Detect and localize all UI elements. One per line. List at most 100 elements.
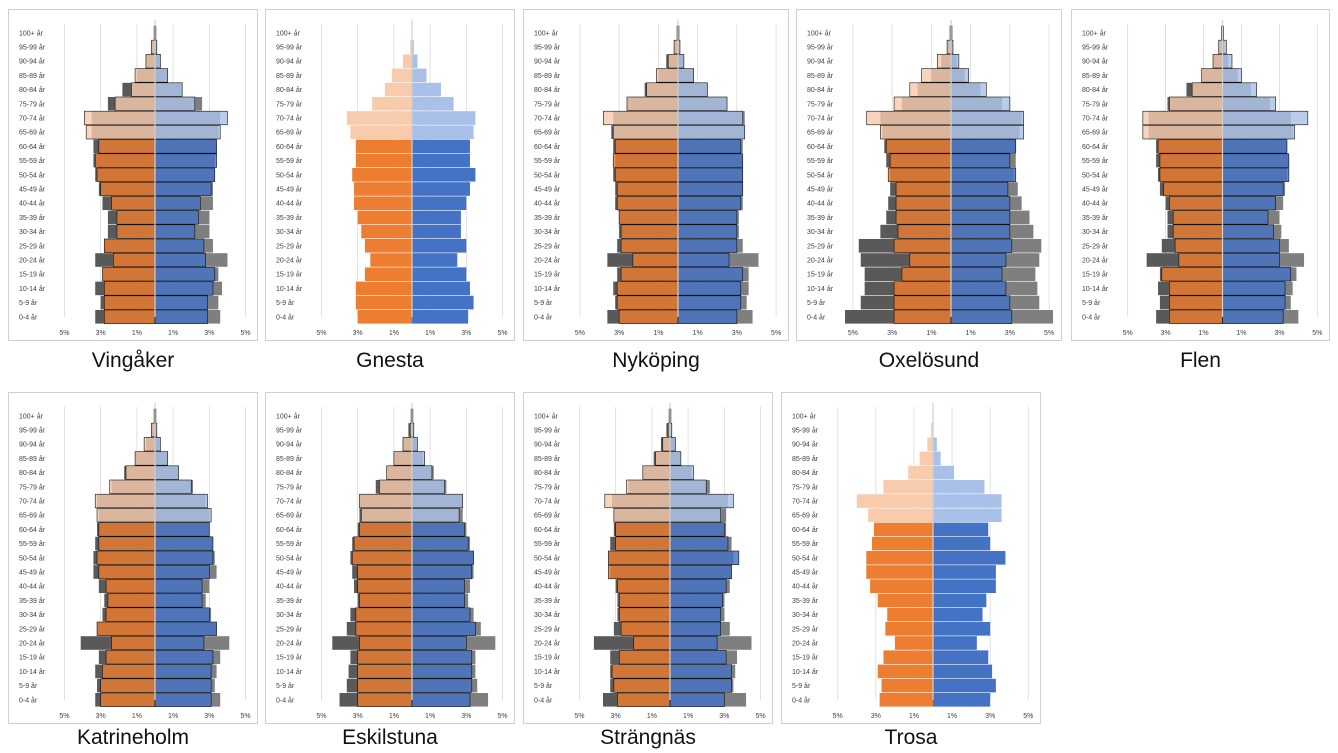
age-tick-label: 20-24 år	[19, 257, 46, 265]
female-bar	[96, 621, 156, 636]
female-bar	[866, 551, 933, 565]
male-bar	[412, 111, 476, 125]
age-tick-label: 80-84 år	[792, 469, 819, 477]
male-bar	[154, 451, 168, 466]
chart-frame: 0-4 år 5-9 år 10-14 år 15-19 år 20-24 år 25-2…	[8, 9, 258, 341]
pyramid-panel: 0-4 år 5-9 år 10-14 år 15-19 år 20-24 år 25-2…	[8, 9, 258, 372]
female-bar	[357, 664, 413, 679]
age-tick-label: 35-39 år	[1082, 214, 1109, 222]
female-bar	[357, 678, 413, 693]
chart-frame: 0-4 år 5-9 år 10-14 år 15-19 år 20-24 år 25-2…	[796, 9, 1062, 341]
male-bar	[154, 635, 205, 651]
male-bar	[154, 267, 216, 282]
female-bar	[103, 295, 156, 310]
x-tick-label: 5%	[498, 713, 508, 720]
female-bar	[96, 550, 156, 565]
male-bar	[154, 664, 212, 679]
x-tick-label: 5%	[756, 713, 766, 720]
pyramid-panel: 0-4 år 5-9 år 10-14 år 15-19 år 20-24 år 25-2…	[796, 9, 1062, 372]
male-bar	[933, 536, 991, 551]
male-bar	[412, 310, 469, 324]
municipality-name: Vingåker	[91, 349, 175, 372]
x-tick-label: 1%	[966, 330, 976, 337]
age-tick-label: 55-59 år	[19, 540, 46, 548]
male-bar	[1222, 238, 1280, 253]
female-bar	[921, 68, 952, 83]
male-bar	[154, 238, 205, 253]
female-bar	[895, 181, 952, 197]
male-bar	[154, 167, 216, 182]
x-tick-label: 5%	[1123, 330, 1133, 337]
age-tick-label: 85-89 år	[534, 455, 561, 463]
male-bar	[677, 153, 744, 168]
age-tick-label: 10-14 år	[276, 285, 303, 293]
female-bar	[350, 125, 412, 139]
age-tick-label: 45-49 år	[534, 569, 561, 577]
x-tick-label: 3%	[204, 330, 214, 337]
female-bar	[868, 508, 933, 522]
male-bar	[1222, 224, 1274, 239]
age-tick-label: 75-79 år	[807, 100, 834, 108]
age-tick-label: 80-84 år	[276, 86, 303, 94]
age-tick-label: 85-89 år	[276, 455, 303, 463]
pyramid-panel: 0-4 år 5-9 år 10-14 år 15-19 år 20-24 år 25-2…	[523, 392, 773, 752]
male-bar	[1222, 167, 1290, 182]
male-bar	[412, 210, 461, 225]
male-bar	[933, 664, 993, 679]
chart-frame: 0-4 år 5-9 år 10-14 år 15-19 år 20-24 år 25-2…	[8, 392, 258, 724]
male-bar	[950, 110, 1024, 126]
female-bar	[102, 267, 156, 282]
female-bar	[113, 252, 156, 268]
age-tick-label: 10-14 år	[792, 668, 819, 676]
male-bar	[933, 522, 989, 537]
age-tick-label: 5-9 år	[19, 299, 38, 307]
male-bar	[412, 139, 470, 154]
female-bar	[877, 593, 933, 608]
female-bar	[1169, 196, 1223, 211]
female-bar	[94, 493, 156, 509]
age-tick-label: 65-69 år	[534, 512, 561, 520]
female-bar	[96, 167, 156, 182]
age-tick-label: 70-74 år	[19, 115, 46, 123]
age-tick-label: 50-54 år	[534, 171, 561, 179]
age-tick-label: 60-64 år	[807, 143, 834, 151]
male-bar	[950, 281, 1007, 296]
female-bar	[355, 607, 413, 622]
male-bar	[1222, 125, 1295, 140]
male-bar	[677, 309, 738, 324]
female-bar	[357, 210, 412, 225]
age-tick-label: 70-74 år	[276, 498, 303, 506]
age-tick-label: 95-99 år	[792, 427, 819, 435]
age-tick-label: 20-24 år	[276, 257, 303, 265]
x-tick-label: 5%	[575, 330, 585, 337]
female-bar	[105, 607, 156, 622]
female-bar	[895, 210, 952, 225]
male-bar	[933, 551, 1006, 565]
population-pyramid-svg: 0-4 år 5-9 år 10-14 år 15-19 år 20-24 år 25-2…	[534, 403, 766, 720]
x-tick-label: 5%	[574, 713, 584, 720]
age-tick-label: 80-84 år	[534, 86, 561, 94]
male-bar	[154, 68, 168, 83]
male-bar	[411, 579, 465, 594]
female-bar	[84, 110, 156, 126]
age-tick-label: 50-54 år	[1082, 171, 1109, 179]
age-tick-label: 60-64 år	[276, 526, 303, 534]
male-bar	[154, 465, 179, 480]
age-tick-label: 40-44 år	[807, 200, 834, 208]
age-tick-label: 25-29 år	[534, 625, 561, 633]
x-tick-label: 5%	[59, 330, 69, 337]
female-bar	[354, 196, 412, 210]
male-bar	[950, 210, 1011, 225]
age-tick-label: 25-29 år	[1082, 242, 1109, 250]
age-tick-label: 0-4 år	[534, 313, 553, 321]
age-tick-label: 35-39 år	[792, 597, 819, 605]
female-bar	[105, 579, 156, 594]
x-tick-label: 5%	[241, 330, 251, 337]
female-bar	[1172, 224, 1223, 239]
age-tick-label: 65-69 år	[19, 512, 46, 520]
female-bar	[897, 224, 952, 239]
male-bar	[677, 96, 728, 111]
age-tick-label: 50-54 år	[276, 171, 303, 179]
female-bar	[1161, 267, 1223, 282]
male-bar	[677, 295, 742, 310]
